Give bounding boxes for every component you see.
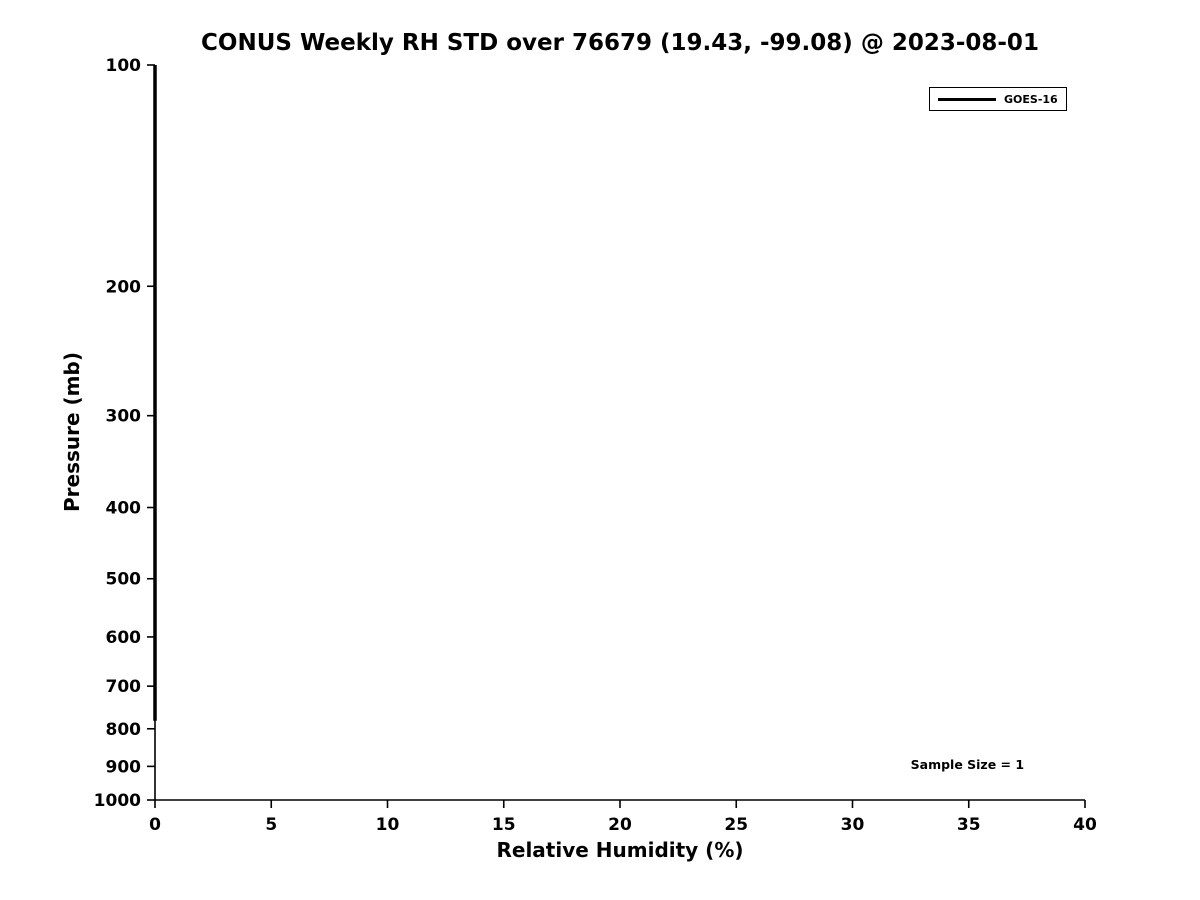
y-tick-label: 400 — [106, 499, 142, 519]
y-tick-label: 600 — [106, 628, 142, 648]
x-tick-label: 15 — [492, 815, 516, 835]
sample-size-annotation: Sample Size = 1 — [910, 757, 1025, 773]
y-tick-label: 900 — [106, 757, 142, 777]
x-tick-label: 10 — [376, 815, 400, 835]
y-tick-label: 200 — [106, 277, 142, 297]
x-axis-label: Relative Humidity (%) — [496, 838, 744, 862]
x-tick-label: 5 — [265, 815, 277, 835]
x-tick-label: 0 — [149, 815, 161, 835]
y-tick-label: 300 — [106, 407, 142, 427]
y-tick-label: 800 — [106, 720, 142, 740]
y-tick-label: 500 — [106, 570, 142, 590]
y-tick-label: 1000 — [94, 791, 141, 811]
chart-title: CONUS Weekly RH STD over 76679 (19.43, -… — [201, 30, 1039, 56]
x-tick-label: 35 — [957, 815, 981, 835]
legend-label: GOES-16 — [1004, 92, 1058, 106]
x-tick-label: 25 — [724, 815, 748, 835]
legend: GOES-16 — [929, 87, 1067, 111]
legend-line-sample — [938, 97, 996, 101]
y-tick-label: 100 — [106, 56, 142, 76]
x-tick-label: 30 — [841, 815, 865, 835]
x-tick-label: 20 — [608, 815, 632, 835]
x-tick-label: 40 — [1073, 815, 1097, 835]
y-tick-label: 700 — [106, 677, 142, 697]
